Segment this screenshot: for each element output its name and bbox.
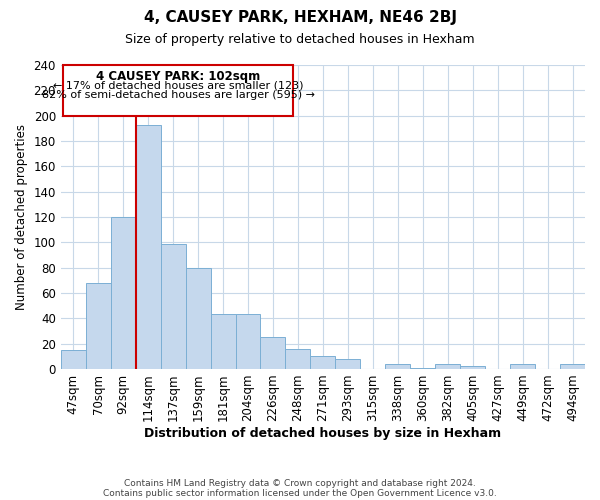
Text: Contains public sector information licensed under the Open Government Licence v3: Contains public sector information licen…	[103, 488, 497, 498]
Y-axis label: Number of detached properties: Number of detached properties	[15, 124, 28, 310]
Bar	[510, 364, 535, 369]
Bar	[435, 364, 460, 369]
Bar	[211, 314, 236, 369]
Bar	[286, 348, 310, 369]
Bar	[136, 124, 161, 369]
X-axis label: Distribution of detached houses by size in Hexham: Distribution of detached houses by size …	[145, 427, 502, 440]
Text: 82% of semi-detached houses are larger (595) →: 82% of semi-detached houses are larger (…	[41, 90, 314, 101]
Bar	[61, 350, 86, 369]
FancyBboxPatch shape	[63, 65, 293, 116]
Bar	[260, 338, 286, 369]
Bar	[335, 359, 361, 369]
Bar	[86, 283, 111, 369]
Text: ← 17% of detached houses are smaller (123): ← 17% of detached houses are smaller (12…	[53, 80, 304, 90]
Text: 4 CAUSEY PARK: 102sqm: 4 CAUSEY PARK: 102sqm	[96, 70, 260, 83]
Bar	[310, 356, 335, 369]
Text: 4, CAUSEY PARK, HEXHAM, NE46 2BJ: 4, CAUSEY PARK, HEXHAM, NE46 2BJ	[143, 10, 457, 25]
Text: Contains HM Land Registry data © Crown copyright and database right 2024.: Contains HM Land Registry data © Crown c…	[124, 478, 476, 488]
Bar	[460, 366, 485, 369]
Bar	[236, 314, 260, 369]
Text: Size of property relative to detached houses in Hexham: Size of property relative to detached ho…	[125, 32, 475, 46]
Bar	[410, 368, 435, 369]
Bar	[385, 364, 410, 369]
Bar	[185, 268, 211, 369]
Bar	[560, 364, 585, 369]
Bar	[111, 217, 136, 369]
Bar	[161, 244, 185, 369]
